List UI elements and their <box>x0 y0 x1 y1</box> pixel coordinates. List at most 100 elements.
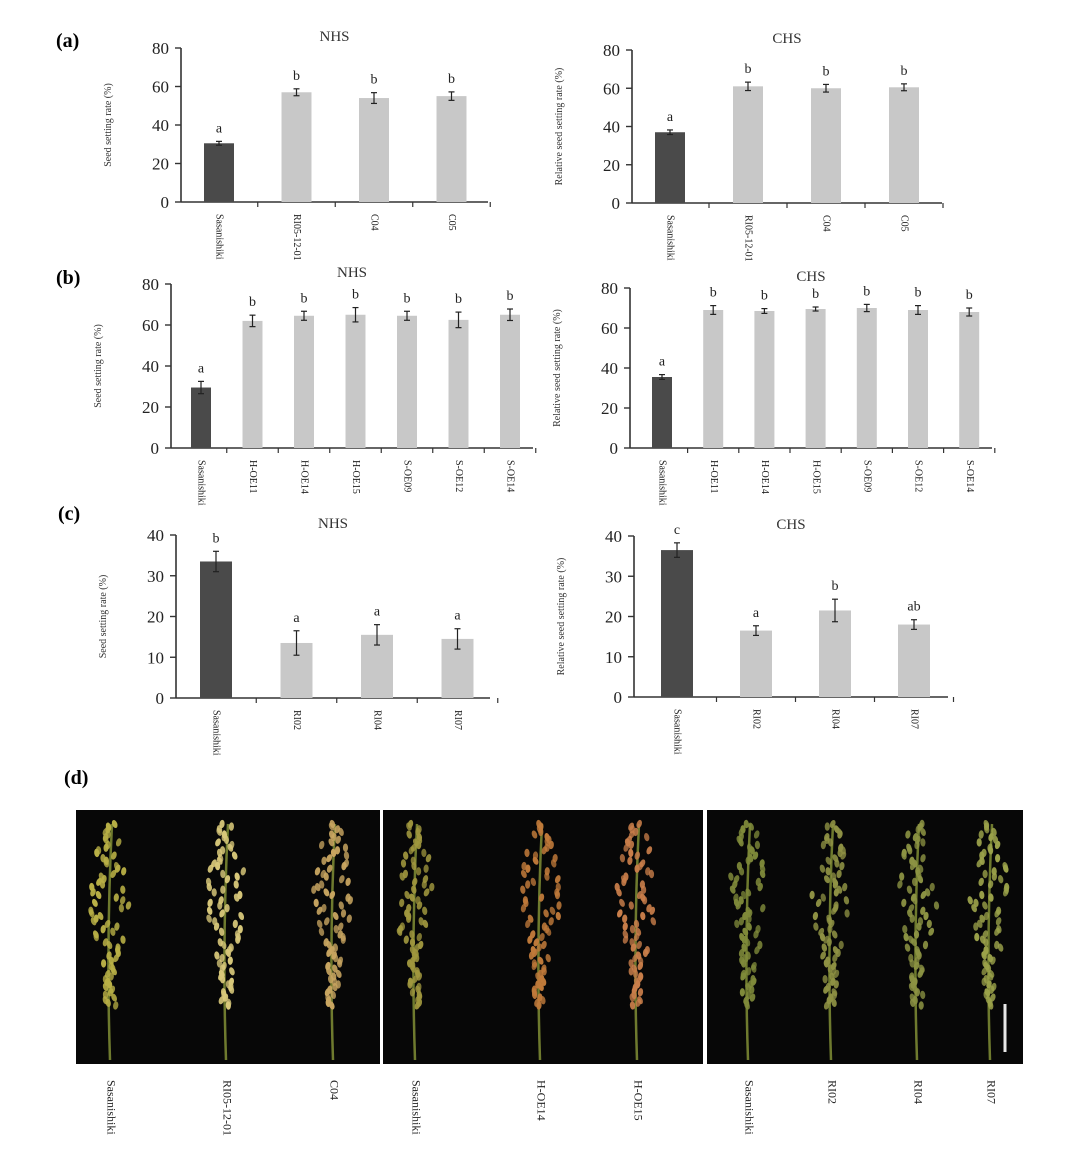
y-tick-label: 20 <box>147 608 164 627</box>
y-axis-label: Relative seed setting rate (%) <box>556 558 567 676</box>
grain <box>326 940 332 950</box>
grain <box>634 864 640 873</box>
grain <box>106 940 113 950</box>
grain <box>525 919 531 929</box>
grain <box>554 890 561 900</box>
grain <box>997 943 1004 952</box>
grain <box>616 909 623 918</box>
grain <box>749 993 756 1002</box>
grain <box>95 890 102 900</box>
grain <box>983 938 989 947</box>
significance-letter: b <box>448 72 455 87</box>
grain <box>978 877 984 887</box>
grain <box>819 864 826 873</box>
grain <box>311 885 317 894</box>
y-tick-label: 80 <box>603 41 620 60</box>
significance-letter: b <box>404 291 411 306</box>
bar <box>811 88 841 203</box>
bar <box>898 624 930 697</box>
grain <box>341 861 347 871</box>
grain <box>531 830 538 839</box>
chart-title: NHS <box>337 265 367 281</box>
grain <box>640 885 647 894</box>
grain <box>421 880 427 889</box>
grain <box>837 830 843 839</box>
grain <box>332 982 338 992</box>
grain <box>91 898 98 907</box>
category-label: S-OE09 <box>862 460 873 492</box>
category-label: Sasanishiki <box>657 460 668 506</box>
bar <box>703 310 724 448</box>
grain <box>752 851 759 860</box>
grain <box>926 919 932 929</box>
grain <box>235 935 241 944</box>
photos-group: Sasanishiki RI05-12-01 C04 Sasanishiki H-OE1… <box>76 810 1023 1136</box>
grain <box>224 875 231 884</box>
panel-label-d: (d) <box>64 767 88 789</box>
grain <box>740 959 747 968</box>
grain <box>207 864 214 873</box>
grain <box>899 872 905 881</box>
chart-title: CHS <box>776 517 805 533</box>
grain <box>995 917 1002 926</box>
grain <box>760 904 766 913</box>
y-tick-label: 80 <box>601 279 618 298</box>
grain <box>839 861 845 871</box>
category-label: H-OE11 <box>247 460 258 494</box>
grain <box>418 917 424 926</box>
grain <box>101 959 107 968</box>
grain <box>530 877 537 887</box>
grain <box>525 880 531 889</box>
grain <box>214 861 221 871</box>
grain <box>627 856 633 865</box>
grain <box>110 927 116 936</box>
grain <box>827 925 833 934</box>
grain <box>334 846 341 855</box>
grain <box>728 872 734 881</box>
grain <box>120 885 126 894</box>
grain <box>637 988 644 997</box>
chart-a-nhs: NHS 0 20 40 60 80 Seed setting rate (%) a Sasani… <box>103 29 491 261</box>
significance-letter: a <box>454 609 461 624</box>
grain <box>916 922 922 931</box>
grain <box>628 840 635 850</box>
grain <box>1003 864 1009 873</box>
grain <box>622 935 629 944</box>
category-label: C04 <box>369 214 380 231</box>
y-tick-label: 20 <box>605 608 622 627</box>
grain <box>913 962 920 970</box>
bar <box>397 315 417 448</box>
grain <box>328 822 335 831</box>
grain <box>902 925 908 934</box>
category-label: H-OE14 <box>759 460 770 494</box>
grain <box>628 848 634 858</box>
grain <box>224 904 230 913</box>
grain <box>822 975 828 984</box>
grain <box>323 872 329 881</box>
grain <box>746 914 752 923</box>
grain <box>729 885 736 894</box>
grain <box>524 848 530 858</box>
significance-letter: b <box>863 284 870 299</box>
grain <box>536 943 543 952</box>
grain <box>974 932 980 942</box>
grain <box>644 832 650 842</box>
grain <box>917 875 924 884</box>
grain <box>539 932 545 942</box>
grain <box>901 898 907 908</box>
grain <box>753 930 759 939</box>
grain <box>337 922 344 931</box>
category-label: S-OE09 <box>402 460 413 492</box>
grain <box>994 909 1001 918</box>
grain <box>829 820 836 828</box>
grain <box>411 877 418 887</box>
grain <box>88 909 95 918</box>
grain <box>538 893 545 902</box>
grain <box>633 933 640 942</box>
grain <box>548 840 554 850</box>
bar <box>281 92 312 202</box>
y-tick-label: 40 <box>605 527 622 546</box>
grain <box>929 882 935 892</box>
bar <box>345 314 366 448</box>
